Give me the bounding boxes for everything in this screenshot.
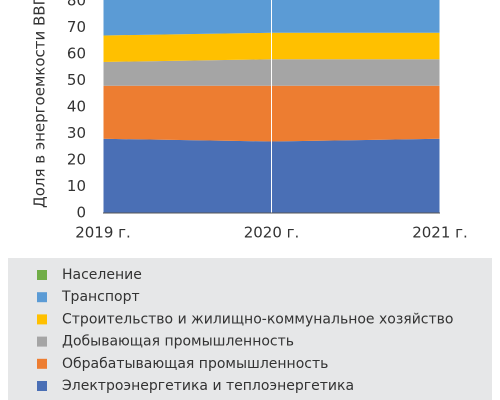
legend-background: [8, 258, 492, 400]
x-tick-label: 2019 г.: [75, 224, 131, 242]
legend-swatch: [37, 292, 47, 303]
legend-label: Добывающая промышленность: [62, 334, 294, 350]
legend-label: Электроэнергетика и теплоэнергетика: [62, 378, 354, 394]
legend-label: Обрабатывающая промышленность: [62, 356, 328, 372]
y-tick-label: 50: [67, 71, 86, 89]
y-axis-title: Доля в энергоемкости ВВП Ро: [31, 0, 49, 208]
x-tick-label: 2021 г.: [412, 224, 468, 242]
legend-swatch: [37, 270, 47, 280]
y-tick-label: 80: [67, 0, 86, 10]
legend-swatch: [37, 336, 47, 347]
y-tick-label: 30: [67, 124, 86, 142]
y-tick-label: 60: [67, 45, 86, 63]
legend-swatch: [37, 358, 47, 369]
y-tick-label: 70: [67, 18, 86, 36]
legend-swatch: [37, 381, 47, 391]
x-tick-label: 2020 г.: [244, 224, 300, 242]
legend-label: Строительство и жилищно-коммунальное хоз…: [62, 311, 453, 327]
legend-label: Население: [62, 267, 142, 283]
legend-label: Транспорт: [61, 289, 140, 305]
y-tick-label: 10: [67, 177, 86, 195]
y-tick-label: 0: [76, 204, 86, 222]
y-tick-label: 20: [67, 151, 86, 169]
y-tick-label: 40: [67, 98, 86, 116]
legend-swatch: [37, 314, 47, 325]
